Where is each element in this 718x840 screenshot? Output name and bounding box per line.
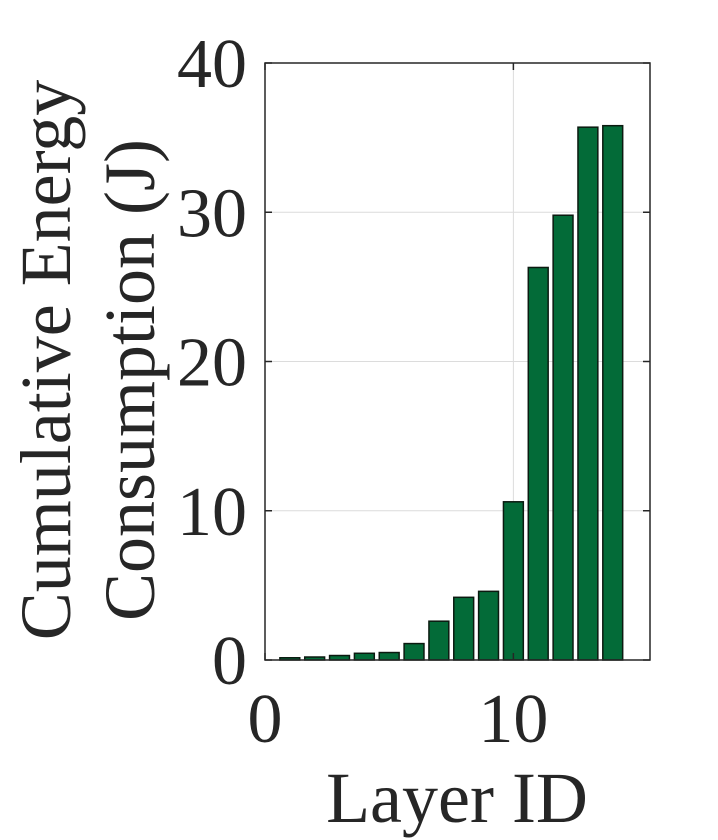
y-axis-label-line-1: Cumulative Energy <box>6 80 86 641</box>
y-tick-label: 20 <box>177 325 247 402</box>
bar-series <box>279 124 624 661</box>
bar-layer-8 <box>453 596 475 661</box>
y-tick-label: 10 <box>177 474 247 551</box>
y-axis-label-line-2: Consumption (J) <box>90 139 170 621</box>
bar-layer-10 <box>502 501 525 661</box>
bar-layer-12 <box>552 214 574 661</box>
x-axis-label: Layer ID <box>326 758 588 838</box>
bar-layer-14 <box>602 124 624 661</box>
y-tick-label: 0 <box>212 623 247 700</box>
bar-layer-11 <box>527 266 549 661</box>
x-tick-label: 10 <box>478 681 548 758</box>
bar-layer-4 <box>353 652 376 661</box>
y-tick-label: 40 <box>177 26 247 103</box>
axis-ticks: 0 10 20 30 40 0 10 <box>177 26 650 758</box>
bar-layer-6 <box>403 642 425 661</box>
bar-layer-9 <box>477 590 500 661</box>
bar-layer-13 <box>577 126 599 661</box>
bar-layer-5 <box>378 651 400 661</box>
x-tick-label: 0 <box>248 681 283 758</box>
bar-layer-7 <box>428 620 450 661</box>
y-tick-label: 30 <box>177 175 247 252</box>
